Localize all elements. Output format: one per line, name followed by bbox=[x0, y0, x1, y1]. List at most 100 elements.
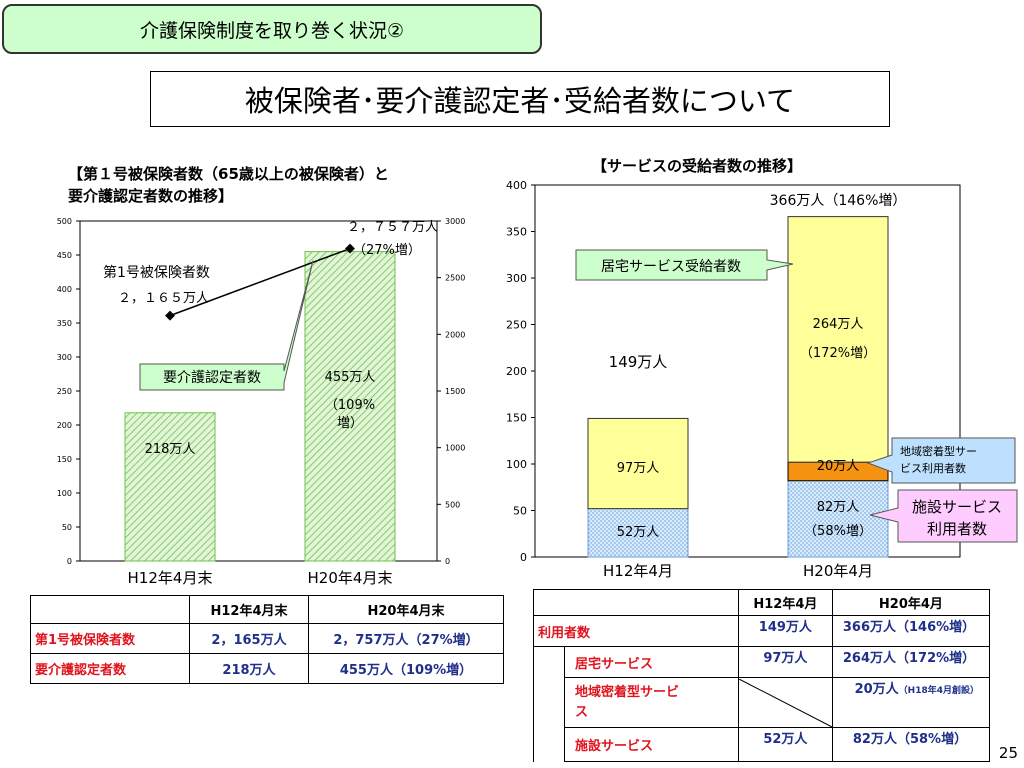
y2-tick-label: 2500 bbox=[445, 274, 465, 283]
left-table-cell: 455万人（109%増） bbox=[308, 653, 504, 684]
table-row: 地域密着型サービ ス 20万人（H18年4月創設） bbox=[534, 677, 991, 728]
y-tick-label: 150 bbox=[57, 455, 72, 464]
right-table-label-part: 地域密着型サービ bbox=[575, 684, 680, 700]
y-tick-label: 200 bbox=[57, 421, 72, 430]
facility-callout-label: 利用者数 bbox=[927, 520, 987, 538]
right-table-cell: 97万人 bbox=[737, 646, 833, 678]
x-tick-label: H12年4月 bbox=[603, 562, 673, 580]
left-chart-title-line1: 【第１号被保険者数（65歳以上の被保険者）と bbox=[68, 165, 389, 183]
insured-point bbox=[165, 310, 175, 321]
y-tick-label: 250 bbox=[506, 319, 527, 332]
data-label: （172%増） bbox=[800, 346, 876, 361]
left-chart-title: 【第１号被保険者数（65歳以上の被保険者）と 要介護認定者数の推移】 bbox=[68, 163, 389, 207]
left-chart-title-line2: 要介護認定者数の推移】 bbox=[68, 187, 234, 205]
diagonal-slash bbox=[739, 679, 832, 727]
data-label: ２，７５７万人 bbox=[347, 220, 438, 235]
data-label: 97万人 bbox=[617, 461, 660, 476]
right-chart-title: 【サービスの受給者数の推移】 bbox=[592, 155, 802, 177]
home-segment bbox=[587, 417, 689, 510]
data-label: 366万人（146%増） bbox=[770, 193, 907, 209]
bar-callout-box bbox=[139, 260, 314, 391]
community-callout-label: ビス利用者数 bbox=[900, 462, 966, 475]
data-label: ２，１６５万人 bbox=[118, 291, 209, 306]
left-table-cell: 218万人 bbox=[189, 653, 309, 684]
bar-callout-label: 要介護認定者数 bbox=[163, 370, 261, 386]
y-tick-label: 200 bbox=[506, 365, 527, 378]
y-tick-label: 350 bbox=[57, 319, 72, 328]
y2-tick-label: 2000 bbox=[445, 330, 465, 339]
left-table-header-row: H12年4月末 H20年4月末 bbox=[30, 595, 504, 624]
right-plot-area bbox=[534, 184, 961, 558]
right-table-header-h12: H12年4月 bbox=[737, 589, 833, 616]
left-table-cell: 2，165万人 bbox=[189, 623, 309, 654]
right-table-indent bbox=[533, 646, 565, 762]
y-tick-label: 300 bbox=[57, 353, 72, 362]
data-label: （27%増） bbox=[353, 243, 421, 258]
facility-callout-label: 施設サービス bbox=[912, 498, 1002, 516]
section-badge-text: 介護保険制度を取り巻く状況② bbox=[139, 19, 405, 42]
data-label: 149万人 bbox=[609, 353, 668, 371]
right-table-label-part: ス bbox=[575, 704, 589, 720]
y2-tick-label: 1500 bbox=[445, 387, 465, 396]
insured-line bbox=[169, 247, 351, 317]
y-tick-label: 50 bbox=[513, 505, 527, 518]
right-table-cell: 264万人（172%増） bbox=[831, 646, 991, 678]
left-table-header-h12: H12年4月末 bbox=[189, 595, 309, 624]
right-chart-title-text: 【サービスの受給者数の推移】 bbox=[592, 157, 803, 175]
x-tick-label: H20年4月末 bbox=[308, 569, 393, 587]
right-summary-table: H12年4月 H20年4月 利用者数 149万人 366万人（146%増） 居宅… bbox=[533, 589, 991, 762]
left-table-row-label: 要介護認定者数 bbox=[30, 653, 190, 684]
table-row: 利用者数 149万人 366万人（146%増） bbox=[533, 615, 991, 647]
right-table-row-label: 居宅サービス bbox=[564, 646, 739, 678]
community-callout-box bbox=[866, 437, 1016, 484]
home-callout-label: 居宅サービス受給者数 bbox=[601, 259, 741, 275]
left-table-row-label: 第1号被保険者数 bbox=[30, 623, 190, 654]
data-label: 264万人 bbox=[813, 317, 864, 332]
y-tick-label: 0 bbox=[67, 557, 72, 566]
y2-tick-label: 500 bbox=[445, 500, 460, 509]
facility-segment bbox=[587, 508, 689, 558]
certified-bar bbox=[124, 412, 216, 562]
left-table-cell: 2，757万人（27%増） bbox=[308, 623, 504, 654]
y2-tick-label: 3000 bbox=[445, 217, 465, 226]
section-badge: 介護保険制度を取り巻く状況② bbox=[2, 4, 542, 54]
data-label: 455万人 bbox=[325, 370, 376, 385]
y2-tick-label: 1000 bbox=[445, 444, 465, 453]
data-label: 増） bbox=[337, 416, 363, 431]
data-label: 52万人 bbox=[617, 525, 660, 540]
left-summary-table: H12年4月末 H20年4月末 第1号被保険者数 2，165万人 2，757万人… bbox=[30, 595, 504, 684]
right-table-cell-main: 20万人 bbox=[854, 682, 899, 697]
y-tick-label: 100 bbox=[57, 489, 72, 498]
insured-certified-chart: 0 50 100 150 200 250 300 350 400 450 500 0 500 1000 1… bbox=[57, 217, 466, 587]
facility-segment bbox=[787, 480, 889, 558]
x-tick-label: H20年4月 bbox=[803, 562, 873, 580]
table-row: 施設サービス 52万人 82万人（58%増） bbox=[534, 727, 991, 762]
right-table-cell: 82万人（58%増） bbox=[831, 727, 991, 762]
y-tick-label: 450 bbox=[57, 251, 72, 260]
page-title: 被保険者･要介護認定者･受給者数について bbox=[150, 71, 890, 127]
y-tick-label: 50 bbox=[62, 523, 72, 532]
y-tick-label: 250 bbox=[57, 387, 72, 396]
y-tick-label: 100 bbox=[506, 458, 527, 471]
y-tick-label: 350 bbox=[506, 226, 527, 239]
facility-callout-box bbox=[869, 489, 1018, 543]
data-label: （109% bbox=[325, 398, 375, 413]
right-table-cell: 20万人（H18年4月創設） bbox=[831, 677, 991, 728]
right-table-cell-note: （H18年4月創設） bbox=[898, 686, 979, 696]
home-segment bbox=[787, 216, 889, 463]
line-series-label: 第1号被保険者数 bbox=[103, 264, 210, 281]
home-callout-box bbox=[575, 249, 794, 281]
y-tick-label: 400 bbox=[506, 179, 527, 192]
y-tick-label: 150 bbox=[506, 412, 527, 425]
page-number: 25 bbox=[998, 744, 1018, 762]
community-callout-label: 地域密着型サー bbox=[900, 444, 977, 458]
service-recipients-chart: 0 50 100 150 200 250 300 350 400 H12年4月 H20年4月 36… bbox=[506, 179, 1018, 580]
y2-tick-label: 0 bbox=[445, 557, 450, 566]
right-table-corner bbox=[533, 589, 739, 616]
right-table-header-row: H12年4月 H20年4月 bbox=[533, 589, 991, 616]
table-row: 要介護認定者数 218万人 455万人（109%増） bbox=[30, 653, 504, 684]
x-tick-label: H12年4月末 bbox=[128, 569, 213, 587]
right-table-cell: 52万人 bbox=[737, 727, 833, 762]
y-tick-label: 500 bbox=[57, 217, 72, 226]
right-table-cell: 149万人 bbox=[737, 615, 833, 647]
